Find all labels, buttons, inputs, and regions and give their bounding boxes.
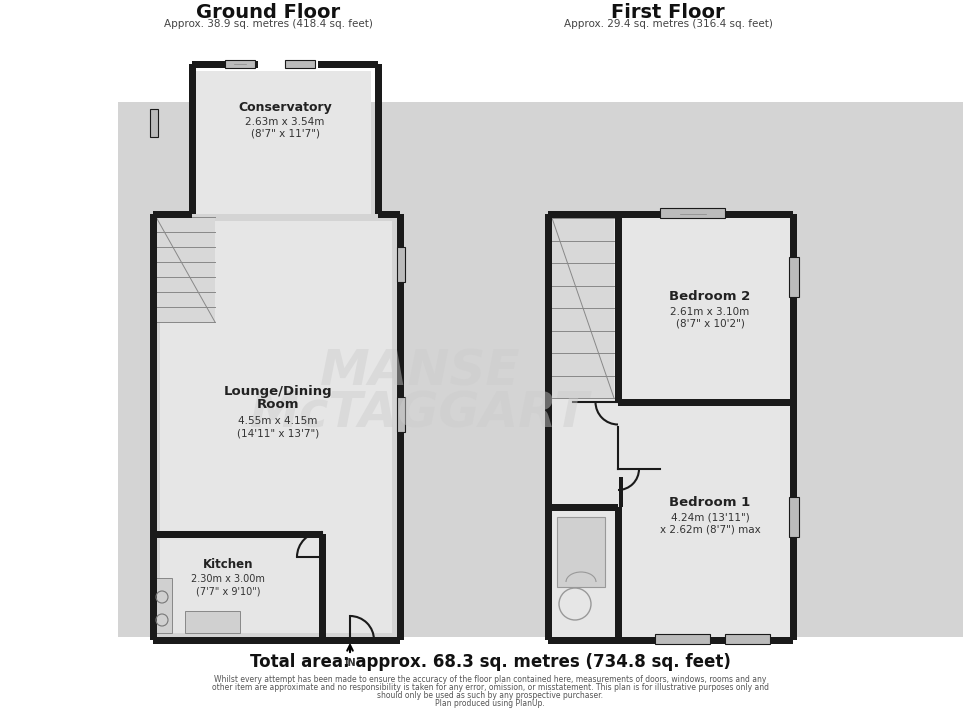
Text: Kitchen: Kitchen: [203, 557, 253, 570]
Text: (7'7" x 9'10"): (7'7" x 9'10"): [196, 586, 261, 596]
Text: Room: Room: [257, 399, 299, 412]
Bar: [160, 541, 315, 633]
Bar: [152, 578, 172, 633]
Bar: [789, 257, 799, 297]
Bar: [285, 60, 315, 68]
Bar: [150, 214, 157, 640]
Bar: [548, 402, 793, 640]
Text: 2.30m x 3.00m: 2.30m x 3.00m: [191, 574, 265, 584]
Text: 2.61m x 3.10m: 2.61m x 3.10m: [670, 307, 750, 317]
Text: Approx. 29.4 sq. metres (316.4 sq. feet): Approx. 29.4 sq. metres (316.4 sq. feet): [564, 19, 772, 29]
Bar: [548, 214, 618, 402]
Text: 4.24m (13'11"): 4.24m (13'11"): [670, 512, 750, 522]
Bar: [160, 221, 392, 633]
Text: First Floor: First Floor: [612, 3, 725, 21]
Bar: [655, 634, 710, 644]
Bar: [618, 399, 793, 406]
Bar: [548, 637, 793, 644]
Bar: [660, 208, 725, 218]
Bar: [188, 64, 195, 214]
Bar: [185, 611, 240, 633]
Bar: [397, 247, 405, 282]
Bar: [225, 60, 255, 68]
Text: Lounge/Dining: Lounge/Dining: [223, 385, 332, 399]
Bar: [557, 517, 605, 587]
Bar: [318, 534, 325, 640]
Text: Approx. 38.9 sq. metres (418.4 sq. feet): Approx. 38.9 sq. metres (418.4 sq. feet): [164, 19, 372, 29]
Bar: [192, 71, 371, 214]
Bar: [397, 214, 404, 640]
Bar: [397, 397, 405, 432]
Text: IN: IN: [344, 658, 356, 668]
Bar: [156, 217, 215, 322]
Bar: [618, 214, 793, 402]
Text: (8'7" x 11'7"): (8'7" x 11'7"): [251, 129, 319, 139]
Bar: [378, 211, 400, 217]
Text: should only be used as such by any prospective purchaser.: should only be used as such by any prosp…: [377, 691, 603, 699]
Text: Conservatory: Conservatory: [238, 100, 332, 113]
Text: Total area: approx. 68.3 sq. metres (734.8 sq. feet): Total area: approx. 68.3 sq. metres (734…: [250, 653, 730, 671]
Text: Whilst every attempt has been made to ensure the accuracy of the floor plan cont: Whilst every attempt has been made to en…: [214, 674, 766, 684]
Bar: [153, 211, 192, 217]
Text: Bedroom 2: Bedroom 2: [669, 290, 751, 303]
Text: (8'7" x 10'2"): (8'7" x 10'2"): [675, 319, 745, 329]
Text: other item are approximate and no responsibility is taken for any error, omissio: other item are approximate and no respon…: [212, 683, 768, 691]
Bar: [318, 61, 378, 68]
Text: McTAGGART: McTAGGART: [250, 390, 590, 438]
Text: x 2.62m (8'7") max: x 2.62m (8'7") max: [660, 524, 760, 534]
Bar: [725, 634, 770, 644]
Bar: [790, 214, 797, 640]
Bar: [552, 218, 614, 398]
Bar: [548, 402, 618, 507]
Text: Plan produced using PlanUp.: Plan produced using PlanUp.: [435, 698, 545, 708]
Bar: [548, 211, 793, 217]
Text: 2.63m x 3.54m: 2.63m x 3.54m: [245, 117, 324, 127]
Bar: [619, 477, 623, 507]
Bar: [614, 507, 621, 640]
Text: 4.55m x 4.15m: 4.55m x 4.15m: [238, 416, 318, 426]
Bar: [548, 503, 618, 511]
Bar: [150, 109, 158, 137]
Bar: [153, 530, 322, 538]
Text: Ground Floor: Ground Floor: [196, 3, 340, 21]
Text: Bedroom 1: Bedroom 1: [669, 496, 751, 508]
Bar: [153, 637, 400, 644]
Bar: [374, 64, 381, 214]
Bar: [614, 214, 621, 402]
Text: (14'11" x 13'7"): (14'11" x 13'7"): [237, 428, 319, 438]
Bar: [789, 497, 799, 537]
Bar: [192, 61, 258, 68]
Bar: [545, 214, 552, 640]
Bar: [118, 102, 963, 637]
Text: MANSE: MANSE: [319, 348, 520, 396]
